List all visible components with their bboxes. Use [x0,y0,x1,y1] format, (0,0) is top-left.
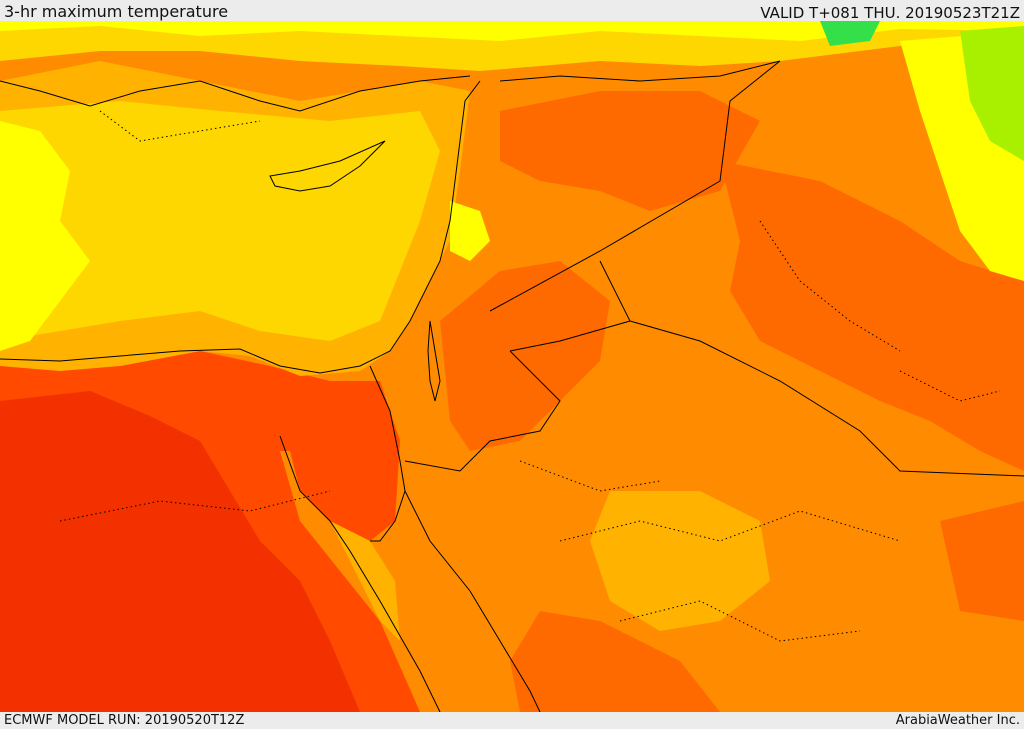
field-deep-red-patch [180,491,300,661]
cyprus [269,140,386,192]
field-yellow-levant-mountains [450,201,490,261]
field-dark-orange-se [940,501,1024,621]
province-boundaries [59,110,1001,642]
coastline-red-sea-west [279,435,441,712]
temperature-map[interactable] [0,21,1024,712]
valid-time: VALID T+081 THU. 20190523T21Z [760,4,1020,22]
field-dark-orange-levant [440,261,610,451]
field-amber-saudi [590,491,770,631]
field-yellow-west [0,121,90,351]
field-gold-med [0,101,440,341]
footer-bar: ECMWF MODEL RUN: 20190520T12Z ArabiaWeat… [0,712,1024,729]
field-green-ne [820,21,880,46]
border-jordan-south [404,350,561,472]
coastline-red-sea-east [404,490,541,712]
border-sinai [369,365,406,492]
model-run: ECMWF MODEL RUN: 20190520T12Z [4,713,245,728]
map-canvas [0,21,1024,712]
credit: ArabiaWeather Inc. [895,713,1020,728]
border-iraq-syria [489,60,781,312]
boundaries [0,60,1024,712]
dead-sea [427,320,441,402]
map-title: 3-hr maximum temperature [4,2,229,21]
coastline-turkey [0,75,471,112]
border-jordan-saudi [509,260,631,352]
field-dark-orange-east [720,161,1024,471]
header-bar: 3-hr maximum temperature VALID T+081 THU… [0,0,1024,22]
border-saudi-iraq [629,320,1024,477]
coastline-gulf-aqaba [370,490,406,542]
coastline-mediterranean [0,80,481,374]
field-amber-coast [330,521,400,641]
field-lime-ne [960,26,1024,161]
field-yellow-north [0,21,1024,41]
field-dark-orange-north [500,91,760,211]
field-dark-orange-south [510,611,720,712]
